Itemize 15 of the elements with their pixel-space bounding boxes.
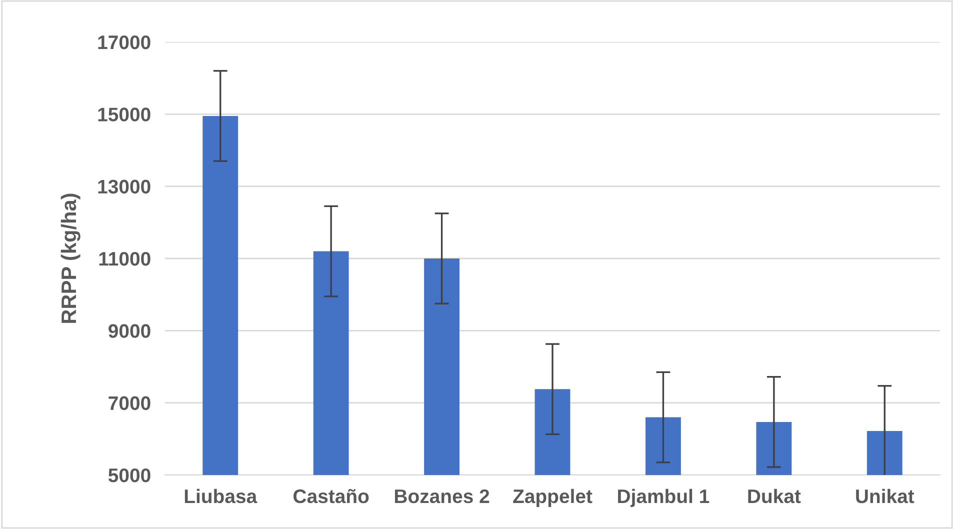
x-tick-label: Castaño bbox=[294, 488, 369, 504]
x-tick-label: Unikat bbox=[856, 488, 914, 504]
y-tick-label: 9000 bbox=[108, 324, 150, 338]
x-tick-label: Bozanes 2 bbox=[395, 489, 490, 504]
y-tick-label: 13000 bbox=[98, 180, 150, 194]
x-tick-label: Dukat bbox=[748, 488, 801, 504]
y-axis-title: RRPP (kg/ha) bbox=[60, 194, 80, 323]
y-tick-label: 11000 bbox=[99, 252, 150, 266]
y-tick-label: 17000 bbox=[98, 35, 150, 50]
x-tick-label: Zappelet bbox=[513, 488, 592, 508]
y-tick-label: 7000 bbox=[108, 396, 150, 410]
x-tick-label: Liubasa bbox=[184, 488, 258, 504]
x-tick-label: Djambul 1 bbox=[618, 488, 710, 508]
y-tick-label: 5000 bbox=[108, 468, 150, 482]
y-tick-label: 15000 bbox=[98, 108, 150, 122]
